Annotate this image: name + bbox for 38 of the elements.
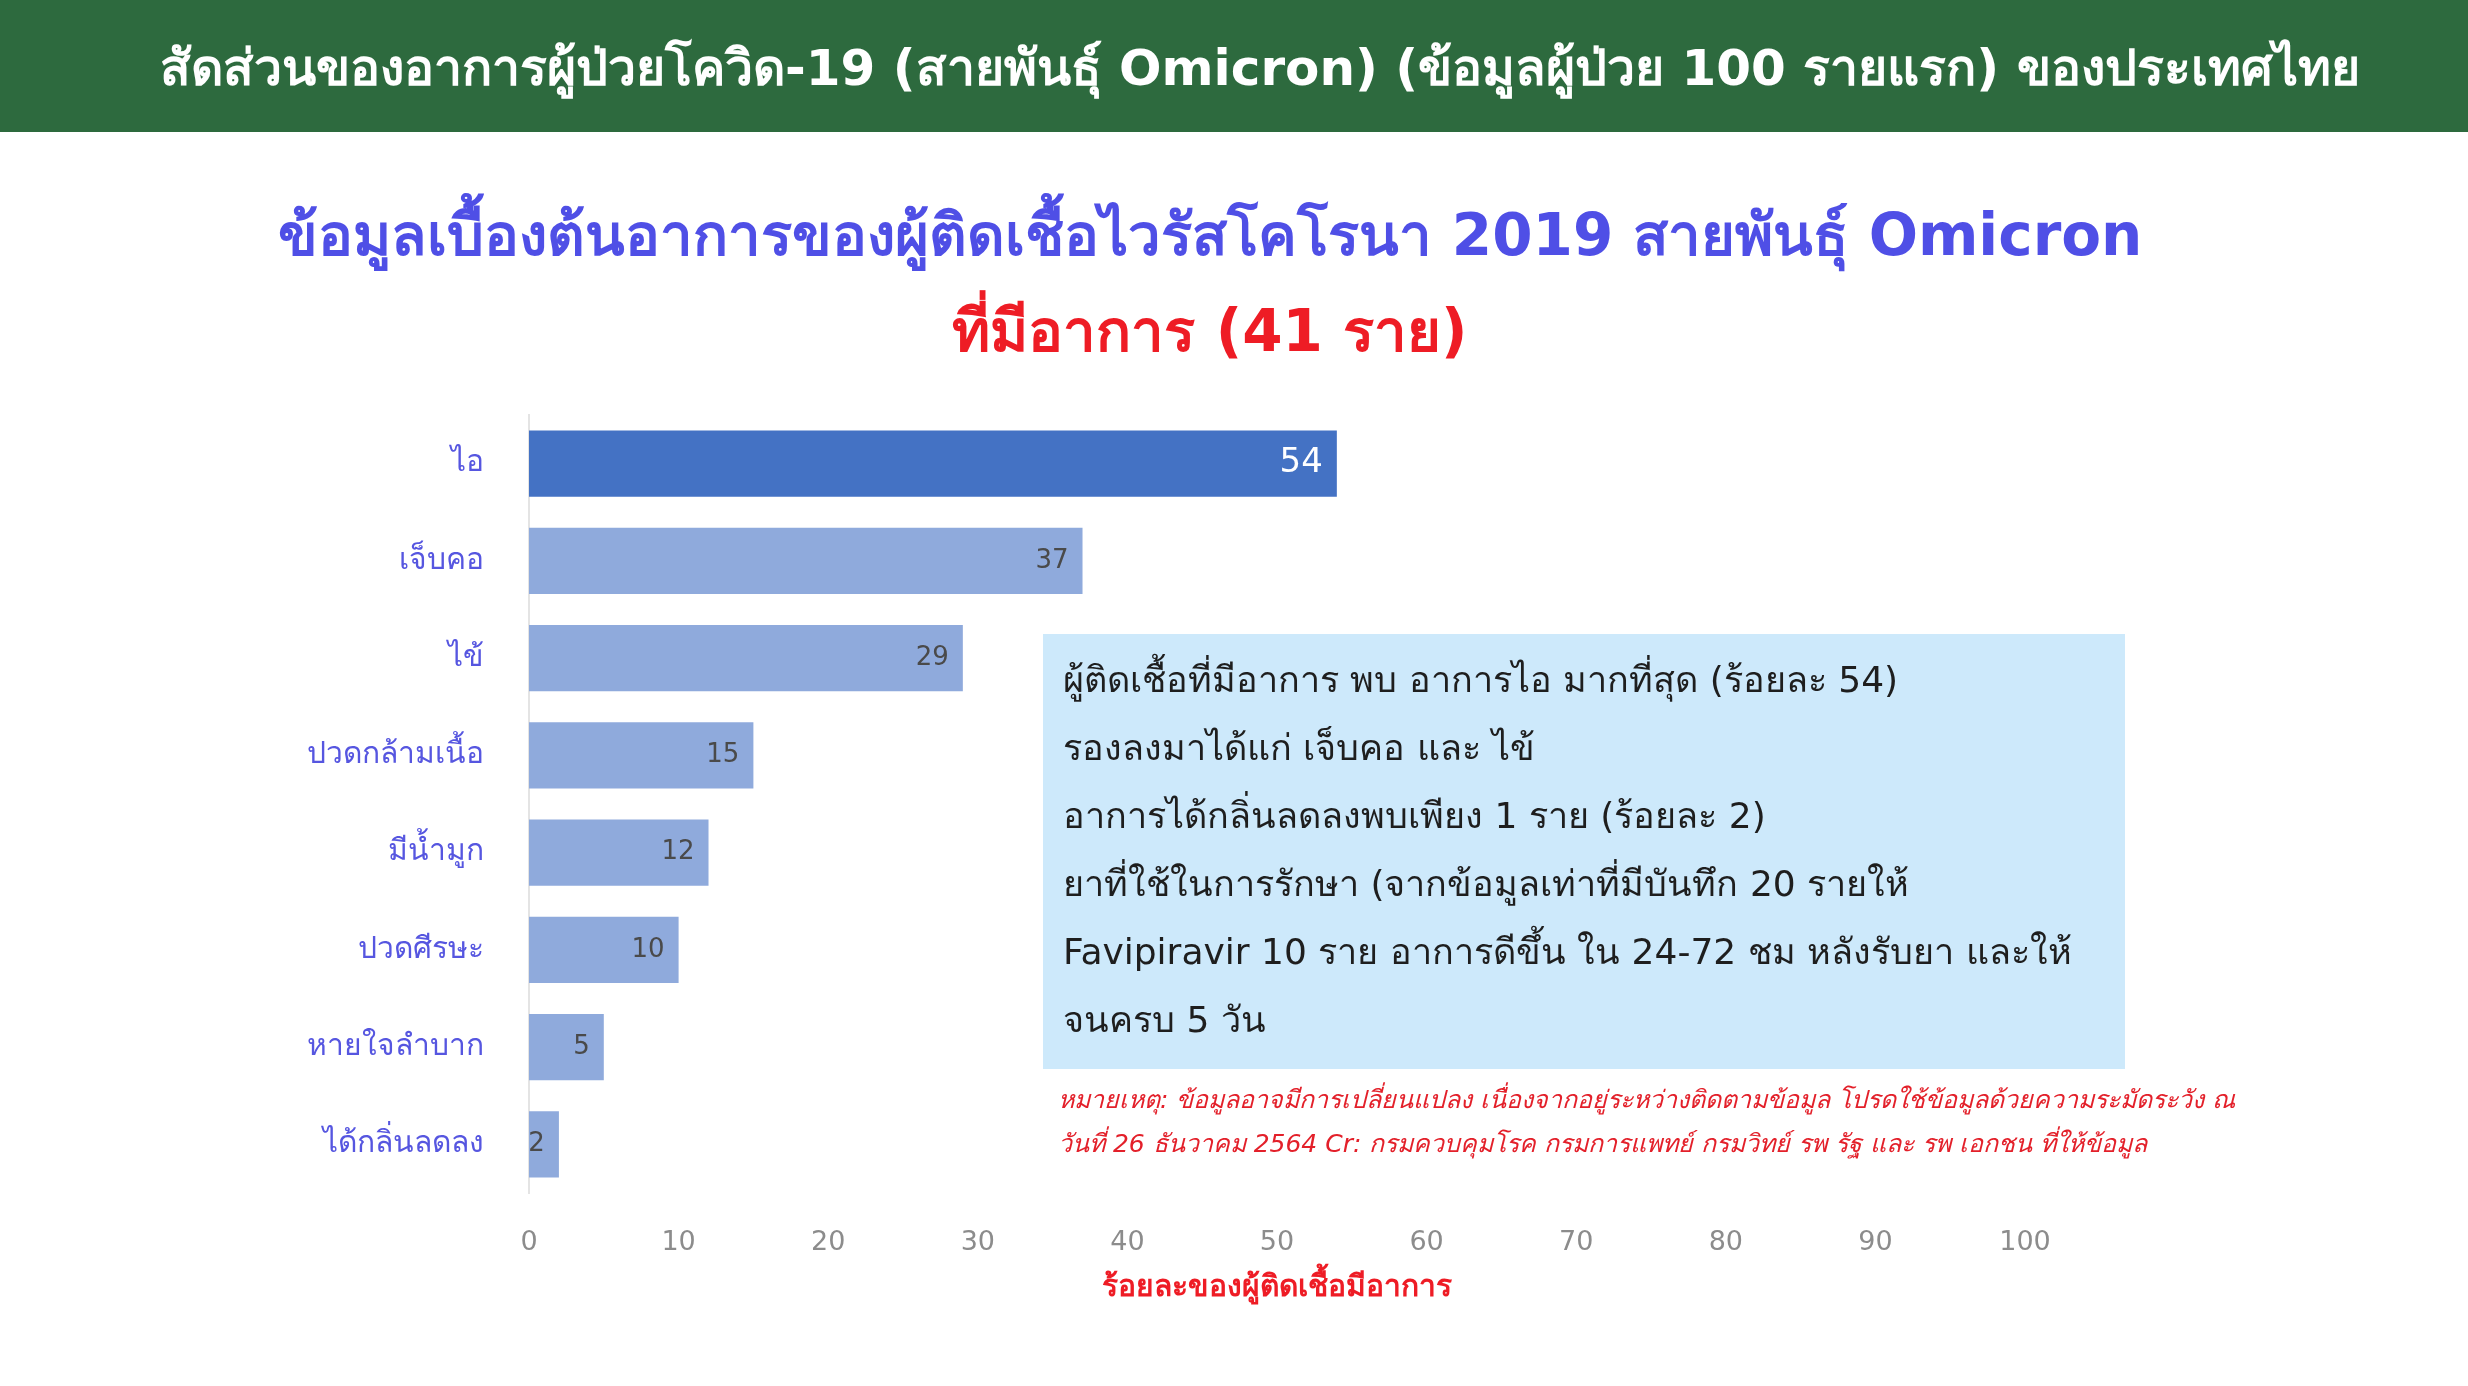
y-tick-label: ปวดศีรษะ <box>358 929 484 965</box>
y-tick-label: ไข้ <box>446 637 484 673</box>
x-tick-label: 0 <box>520 1225 538 1257</box>
data-label: 37 <box>1035 543 1069 574</box>
data-label: 54 <box>1279 440 1323 481</box>
y-tick-label: หายใจลำบาก <box>307 1026 484 1062</box>
y-tick-label: ได้กลิ่นลดลง <box>321 1121 484 1160</box>
data-label: 29 <box>915 640 949 671</box>
x-tick-label: 80 <box>1708 1225 1743 1257</box>
data-label: 10 <box>631 932 665 963</box>
data-label: 2 <box>528 1127 545 1158</box>
bar <box>529 722 754 789</box>
y-tick-label: ไอ <box>449 443 484 479</box>
x-axis-title: ร้อยละของผู้ติดเชื้อมีอาการ <box>1102 1262 1452 1305</box>
bar <box>529 1014 604 1081</box>
bar <box>529 430 1337 497</box>
y-tick-label: มีน้ำมูก <box>388 828 484 869</box>
x-tick-label: 10 <box>661 1225 696 1257</box>
bar <box>529 527 1083 594</box>
chart-title: สัดส่วนของอาการผู้ป่วยโควิด-19 (สายพันธุ์ Omicron) (ข้อมูลผู้ป่วย 100 รายแรก) ของประเทศไทย <box>160 39 2360 97</box>
x-tick-label: 100 <box>1999 1225 2051 1257</box>
x-tick-label: 90 <box>1858 1225 1893 1257</box>
x-tick-label: 50 <box>1259 1225 1295 1257</box>
annotation: รองลงมาได้แก่ เจ็บคอ และ ไข้ <box>1063 727 1536 768</box>
y-tick-label: เจ็บคอ <box>399 539 484 576</box>
x-tick-label: 60 <box>1409 1225 1444 1257</box>
data-label: 15 <box>706 738 740 769</box>
x-tick-label: 40 <box>1110 1225 1145 1257</box>
x-tick-label: 30 <box>960 1225 995 1257</box>
x-tick-label: 20 <box>811 1225 846 1257</box>
bar <box>529 916 679 983</box>
bar <box>529 625 963 692</box>
data-label: 12 <box>661 835 695 866</box>
y-tick-label: ปวดกล้ามเนื้อ <box>307 731 484 771</box>
data-label: 5 <box>573 1029 590 1060</box>
bar <box>529 819 709 886</box>
x-tick-label: 70 <box>1559 1225 1594 1257</box>
bar <box>529 1111 559 1178</box>
